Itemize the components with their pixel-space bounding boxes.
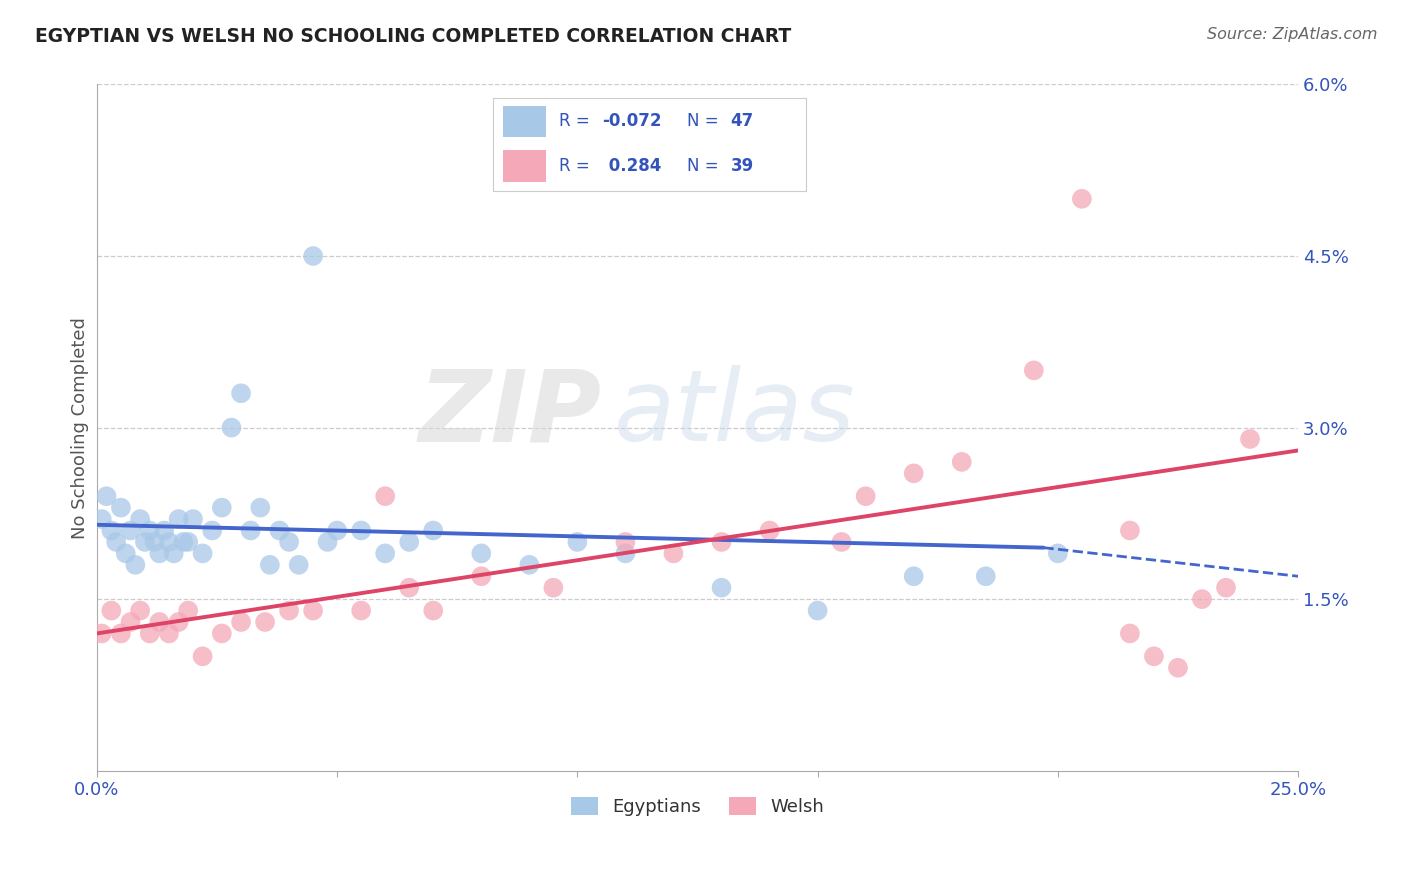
Point (302, 603, 325, 617)
Point (110, 500, 132, 515)
Point (191, 546, 214, 560)
Point (177, 535, 200, 549)
Point (211, 500, 233, 515)
Point (662, 546, 685, 560)
Point (157, 535, 180, 549)
Point (831, 535, 853, 549)
Point (1046, 546, 1069, 560)
Point (181, 512, 204, 526)
Point (105, 535, 128, 549)
Point (167, 512, 190, 526)
Point (120, 615, 142, 629)
Point (974, 569, 997, 583)
Point (201, 524, 224, 538)
Point (614, 535, 637, 549)
Point (211, 626, 233, 640)
Point (96, 489, 118, 503)
Point (1167, 661, 1189, 675)
Point (153, 524, 176, 538)
Point (326, 524, 349, 538)
Point (470, 569, 492, 583)
Point (259, 558, 281, 572)
Point (1143, 649, 1166, 664)
Text: Source: ZipAtlas.com: Source: ZipAtlas.com (1208, 27, 1378, 42)
Point (157, 626, 180, 640)
Point (350, 603, 373, 617)
Point (221, 420, 243, 434)
Point (229, 615, 252, 629)
Point (903, 569, 925, 583)
Point (124, 558, 146, 572)
Point (134, 535, 156, 549)
Point (374, 546, 396, 560)
Point (316, 535, 339, 549)
Point (287, 558, 309, 572)
Point (249, 500, 271, 515)
Point (100, 603, 122, 617)
Point (422, 603, 444, 617)
Point (543, 581, 565, 595)
Point (807, 603, 830, 617)
Text: EGYPTIAN VS WELSH NO SCHOOLING COMPLETED CORRELATION CHART: EGYPTIAN VS WELSH NO SCHOOLING COMPLETED… (35, 27, 792, 45)
Point (374, 489, 396, 503)
Point (269, 524, 291, 538)
Point (120, 524, 142, 538)
Point (855, 489, 877, 503)
Point (903, 467, 925, 481)
Point (167, 615, 190, 629)
Point (470, 546, 492, 560)
Point (90, 626, 112, 640)
Point (398, 581, 420, 595)
Point (191, 649, 214, 664)
Point (139, 626, 162, 640)
Point (1191, 592, 1213, 607)
Point (517, 558, 540, 572)
Point (1119, 524, 1142, 538)
Point (114, 546, 136, 560)
Point (172, 535, 194, 549)
Legend: Egyptians, Welsh: Egyptians, Welsh (564, 789, 831, 823)
Point (163, 546, 186, 560)
Point (350, 524, 373, 538)
Point (1022, 363, 1045, 377)
Point (129, 512, 152, 526)
Point (229, 386, 252, 401)
Point (422, 524, 444, 538)
Text: ZIP: ZIP (419, 366, 602, 462)
Point (129, 603, 152, 617)
Point (254, 615, 277, 629)
Point (758, 524, 780, 538)
Point (1119, 626, 1142, 640)
Point (1070, 192, 1092, 206)
Point (398, 535, 420, 549)
Point (614, 546, 637, 560)
Y-axis label: No Schooling Completed: No Schooling Completed (72, 317, 89, 539)
Point (90, 512, 112, 526)
Point (148, 615, 170, 629)
Point (1215, 581, 1237, 595)
Point (100, 524, 122, 538)
Point (278, 603, 301, 617)
Text: atlas: atlas (613, 366, 855, 462)
Point (139, 524, 162, 538)
Point (177, 603, 200, 617)
Point (148, 546, 170, 560)
Point (710, 581, 733, 595)
Point (239, 524, 262, 538)
Point (567, 535, 589, 549)
Point (110, 626, 132, 640)
Point (950, 455, 973, 469)
Point (302, 249, 325, 263)
Point (278, 535, 301, 549)
Point (143, 535, 166, 549)
Point (1239, 432, 1261, 446)
Point (710, 535, 733, 549)
